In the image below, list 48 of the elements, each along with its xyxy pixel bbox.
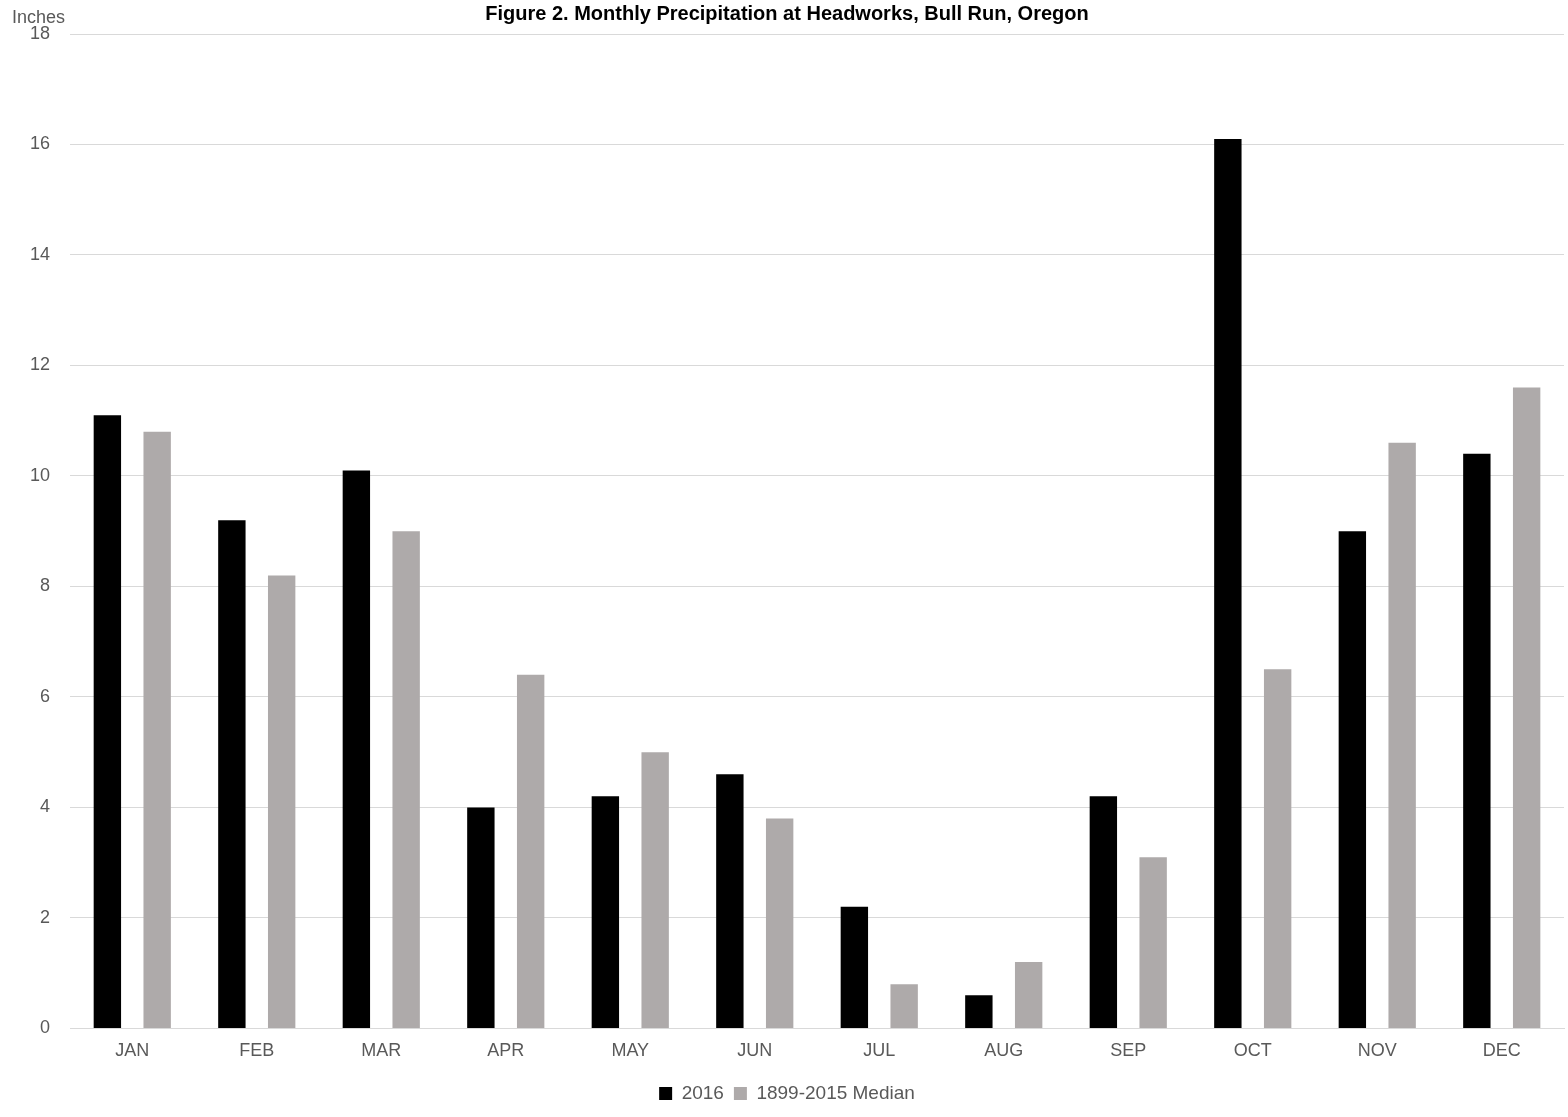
x-tick-label: MAR: [361, 1040, 402, 1061]
y-tick-label: 14: [29, 243, 51, 264]
x-tick-label: OCT: [1233, 1040, 1272, 1061]
x-tick-label: JAN: [115, 1040, 150, 1061]
x-tick-label: AUG: [984, 1040, 1024, 1061]
bar: [1214, 138, 1242, 1028]
x-tick-label: APR: [487, 1040, 525, 1061]
x-tick-label: MAY: [611, 1040, 650, 1061]
bar: [1263, 669, 1292, 1028]
y-tick-label: 0: [40, 1017, 51, 1038]
bar: [1463, 453, 1491, 1028]
legend-label: 2016: [681, 1081, 724, 1103]
bar: [1014, 962, 1043, 1028]
bar: [342, 470, 371, 1028]
y-tick-label: 4: [40, 796, 51, 817]
bar: [591, 796, 620, 1028]
bar: [1139, 857, 1167, 1028]
y-tick-label: 12: [29, 354, 51, 375]
bar: [1388, 442, 1416, 1028]
bar: [840, 906, 869, 1028]
bar: [93, 415, 122, 1028]
bar: [641, 752, 669, 1028]
x-tick-label: JUN: [737, 1040, 773, 1061]
bar: [1512, 387, 1541, 1028]
bar: [267, 575, 296, 1028]
y-tick-label: 16: [29, 133, 51, 154]
bar: [392, 531, 420, 1028]
bar: [716, 774, 744, 1028]
bar: [516, 674, 545, 1028]
bar: [143, 431, 171, 1028]
bar: [467, 807, 495, 1028]
y-tick-label: 6: [40, 685, 51, 706]
bar: [1338, 531, 1367, 1028]
y-tick-label: 10: [29, 464, 51, 485]
bar: [965, 995, 993, 1028]
x-tick-label: FEB: [239, 1040, 275, 1061]
x-tick-label: SEP: [1110, 1040, 1147, 1061]
x-tick-label: NOV: [1357, 1040, 1397, 1061]
bar: [765, 818, 794, 1028]
y-tick-label: 2: [40, 906, 51, 927]
x-tick-label: DEC: [1482, 1040, 1521, 1061]
bar: [1089, 796, 1118, 1028]
chart-title: Figure 2. Monthly Precipitation at Headworks, Bull Run, Oregon: [485, 1, 1089, 24]
y-tick-label: 8: [40, 575, 51, 596]
x-tick-label: JUL: [863, 1040, 896, 1061]
bar: [890, 984, 918, 1028]
bar: [218, 520, 246, 1028]
legend-label: 1899-2015 Median: [756, 1081, 915, 1103]
